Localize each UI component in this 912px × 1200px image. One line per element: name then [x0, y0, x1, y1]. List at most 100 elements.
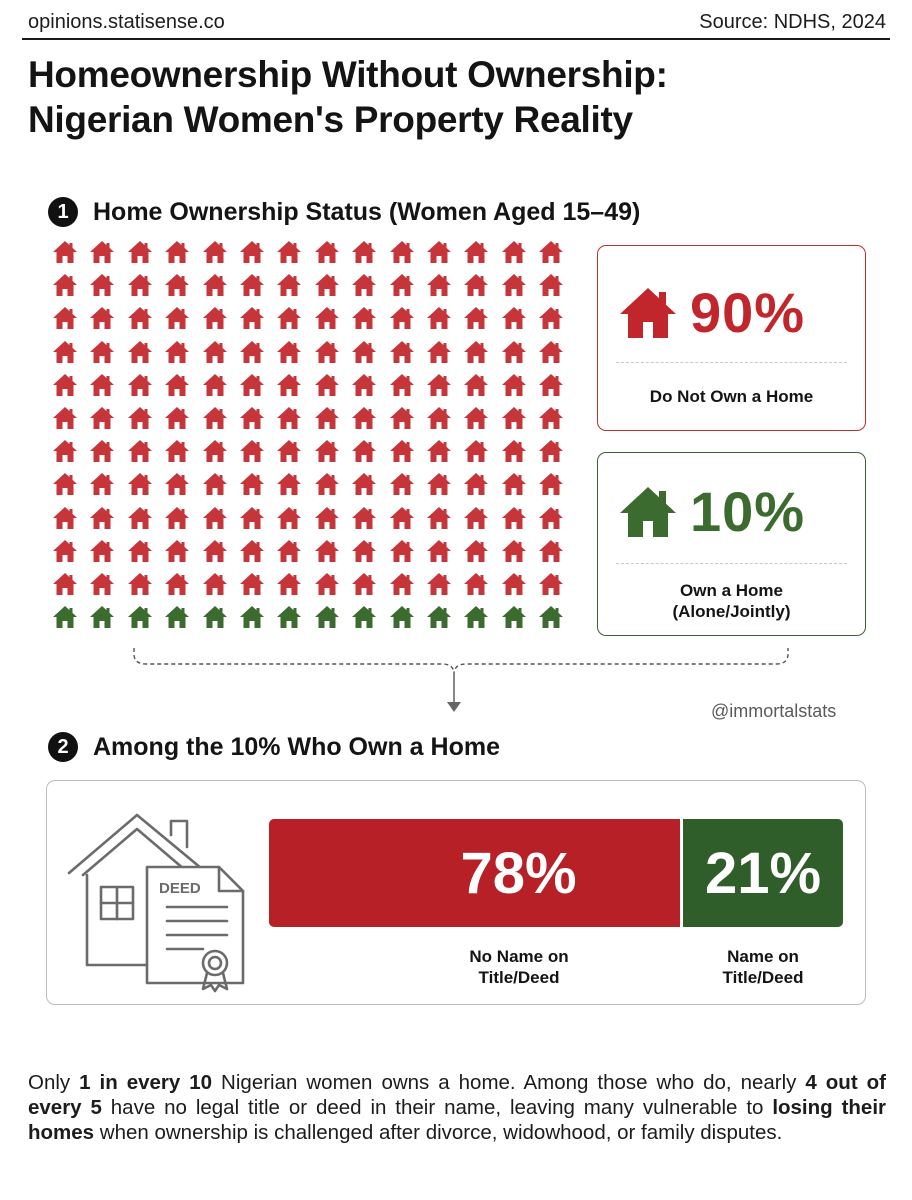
not-owned-house-icon — [240, 473, 264, 496]
summary-bold-3: losing their homes — [28, 1096, 886, 1144]
not-owned-house-icon — [539, 307, 564, 330]
no-name-value: 78% — [460, 840, 577, 906]
owned-house-icon — [352, 606, 377, 629]
not-owned-house-icon — [127, 307, 152, 330]
not-owned-house-icon — [277, 274, 302, 297]
owned-house-icon — [501, 606, 526, 629]
not-owned-house-icon — [53, 274, 77, 297]
not-owned-house-icon — [90, 506, 115, 529]
not-owned-house-icon — [202, 473, 227, 496]
not-owned-house-icon — [464, 307, 489, 330]
not-owned-house-icon — [464, 373, 489, 396]
not-owned-house-icon — [427, 307, 451, 330]
no-name-label: No Name on Title/Deed — [469, 947, 569, 987]
not-owned-house-icon — [202, 340, 227, 363]
not-owned-house-icon — [539, 241, 564, 263]
not-owned-house-icon — [90, 373, 115, 396]
not-owned-house-icon — [314, 307, 339, 330]
not-owned-house-icon — [53, 373, 77, 396]
not-owned-house-icon — [202, 573, 227, 595]
not-owned-house-icon — [202, 506, 227, 529]
deed-label: DEED — [159, 880, 201, 897]
not-owned-house-icon — [240, 274, 264, 297]
not-owned-house-icon — [277, 506, 302, 529]
not-owned-house-icon — [427, 539, 451, 562]
summary-text-3: have no legal title or deed in their nam… — [101, 1096, 773, 1119]
not-owned-house-icon — [240, 407, 264, 429]
not-owned-house-icon — [314, 274, 339, 297]
site-url[interactable]: opinions.statisense.co — [28, 11, 225, 33]
not-owned-house-icon — [501, 573, 526, 595]
not-owned-house-icon — [240, 307, 264, 330]
owned-house-icon — [539, 606, 564, 629]
not-owned-house-icon — [202, 440, 227, 463]
not-owned-house-icon — [352, 539, 377, 562]
not-owned-house-icon — [90, 573, 115, 595]
not-owned-house-icon — [53, 241, 77, 263]
title-deed-panel: DEED 78% 21% No Name on Title/Deed Name … — [46, 780, 866, 1005]
not-owned-house-icon — [165, 407, 190, 429]
not-owned-house-icon — [90, 340, 115, 363]
not-owned-house-icon — [501, 539, 526, 562]
not-owned-house-icon — [53, 506, 77, 529]
not-owned-house-icon — [165, 241, 190, 263]
title-line-2: Nigerian Women's Property Reality — [28, 99, 633, 140]
not-owned-house-icon — [501, 473, 526, 496]
summary-paragraph: Only 1 in every 10 Nigerian women owns a… — [28, 1070, 886, 1145]
not-owned-house-icon — [165, 473, 190, 496]
not-owned-house-icon — [352, 440, 377, 463]
not-owned-house-icon — [427, 473, 451, 496]
not-owned-house-icon — [202, 407, 227, 429]
not-owned-house-icon — [539, 407, 564, 429]
owned-house-icon — [53, 606, 77, 629]
author-handle[interactable]: @immortalstats — [711, 701, 837, 721]
not-owned-house-icon — [464, 573, 489, 595]
not-owned-house-icon — [352, 307, 377, 330]
not-owned-house-icon — [539, 440, 564, 463]
not-owned-house-icon — [352, 340, 377, 363]
not-owned-house-icon — [539, 573, 564, 595]
not-owned-house-icon — [389, 506, 414, 529]
not-owned-house-icon — [464, 407, 489, 429]
not-owned-house-icon — [53, 307, 77, 330]
not-owned-house-icon — [501, 274, 526, 297]
connector-bracket — [133, 648, 789, 712]
not-owned-house-icon — [127, 241, 152, 263]
not-owned-house-icon — [240, 506, 264, 529]
not-owned-house-icon — [464, 473, 489, 496]
not-owned-house-icon — [165, 274, 190, 297]
not-owned-house-icon — [240, 373, 264, 396]
not-owned-house-icon — [352, 573, 377, 595]
not-owned-house-icon — [127, 440, 152, 463]
own-label: Own a Home (Alone/Jointly) — [672, 581, 791, 621]
not-owned-house-icon — [53, 539, 77, 562]
summary-text-4: when ownership is challenged after divor… — [94, 1121, 783, 1144]
not-owned-house-icon — [90, 407, 115, 429]
not-owned-house-icon — [427, 573, 451, 595]
not-owned-house-icon — [90, 539, 115, 562]
not-owned-house-icon — [127, 473, 152, 496]
not-owned-house-icon — [277, 307, 302, 330]
not-owned-house-icon — [314, 573, 339, 595]
not-owned-house-icon — [127, 340, 152, 363]
not-owned-house-icon — [240, 539, 264, 562]
not-owned-house-icon — [464, 274, 489, 297]
no-name-bar: 78% — [269, 819, 680, 927]
not-owned-house-icon — [127, 506, 152, 529]
owned-house-icon — [314, 606, 339, 629]
house-waffle-grid — [52, 240, 574, 629]
not-owned-house-icon — [277, 573, 302, 595]
not-owned-house-icon — [277, 241, 302, 263]
not-owned-house-icon — [165, 506, 190, 529]
not-owned-house-icon — [539, 473, 564, 496]
own-card: 10% Own a Home (Alone/Jointly) — [597, 452, 866, 636]
not-owned-house-icon — [314, 473, 339, 496]
not-owned-house-icon — [427, 506, 451, 529]
not-owned-house-icon — [202, 373, 227, 396]
not-owned-house-icon — [127, 407, 152, 429]
not-owned-house-icon — [501, 440, 526, 463]
summary-bold-2: 4 out of every 5 — [28, 1071, 886, 1119]
not-owned-house-icon — [389, 407, 414, 429]
divider — [616, 563, 847, 564]
not-owned-house-icon — [314, 373, 339, 396]
